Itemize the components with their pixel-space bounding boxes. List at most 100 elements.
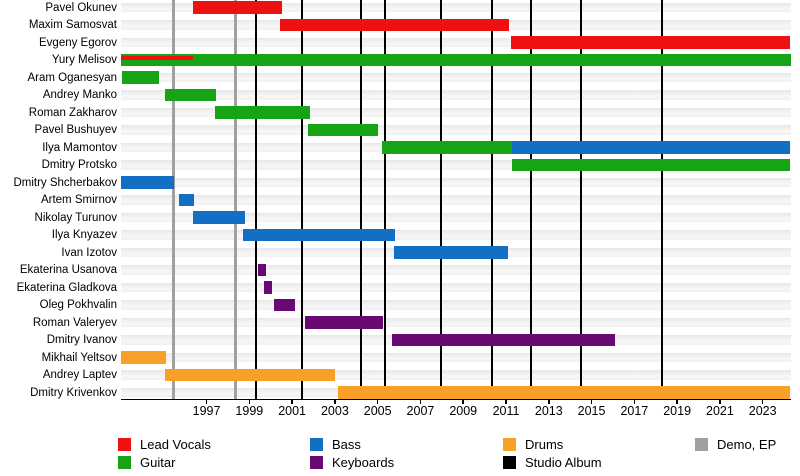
legend-label-demo_ep: Demo, EP (717, 436, 777, 452)
demo-ep-line (233, 0, 237, 399)
row-background-band (121, 370, 791, 380)
x-axis-year-label: 2011 (492, 404, 520, 419)
x-axis-tick (462, 400, 464, 405)
x-axis-tick (761, 400, 764, 405)
member-name-label: Andrey Laptev (42, 369, 117, 381)
studio-album-line (661, 0, 664, 399)
x-axis-year-label: 2023 (748, 404, 777, 419)
x-axis-tick (548, 400, 550, 405)
member-name-label: Ekaterina Gladkova (16, 281, 117, 294)
legend-swatch-studio_album (503, 455, 516, 469)
row-background-band (121, 230, 791, 240)
member-name-label: Mikhail Yeltsov (41, 351, 117, 364)
member-name-label: Dmitry Krivenkov (30, 386, 117, 399)
row-background-band (121, 107, 791, 118)
studio-album-line (529, 0, 532, 399)
row-background-band (121, 2, 791, 13)
row-background-band (121, 282, 791, 293)
tenure-bar-keyboards (257, 263, 267, 277)
x-axis-line (121, 398, 791, 401)
studio-album-line (579, 0, 582, 399)
member-name-label: Roman Zakharov (28, 106, 117, 119)
member-name-label: Artem Smirnov (40, 194, 117, 206)
row-background-band (121, 177, 791, 188)
x-axis-year-label: 1997 (192, 404, 221, 419)
row-background-band (121, 212, 791, 223)
legend-label-lead_vocals: Lead Vocals (140, 436, 211, 452)
x-axis-year-label: 2019 (663, 404, 692, 419)
studio-album-line (384, 0, 387, 399)
x-axis-tick (376, 400, 379, 405)
row-background-band (121, 317, 791, 328)
member-name-label: Dmitry Protsko (41, 159, 117, 171)
x-axis-year-label: 2005 (363, 404, 392, 419)
x-axis-tick (719, 400, 721, 405)
legend-swatch-bass (310, 437, 323, 451)
legend-swatch-drums (503, 437, 516, 451)
tenure-bar-lead_vocals (511, 36, 791, 49)
row-background-band (121, 72, 791, 83)
member-name-label: Maxim Samosvat (28, 19, 117, 31)
legend-swatch-demo_ep (695, 437, 708, 451)
tenure-bar-drums (121, 351, 166, 364)
studio-album-line (300, 0, 303, 399)
row-background-band (121, 300, 791, 310)
x-axis-year-label: 2021 (706, 404, 734, 419)
member-name-label: Aram Oganesyan (27, 71, 118, 84)
x-axis-tick (334, 400, 336, 405)
tenure-bar-drums (338, 386, 791, 399)
legend-swatch-lead_vocals (118, 437, 131, 451)
tenure-bar-keyboards (391, 333, 616, 347)
tenure-bar-bass (121, 176, 175, 189)
x-axis-year-label: 2009 (449, 404, 478, 419)
tenure-bar-bass (178, 193, 194, 207)
tenure-bar-keyboards (264, 281, 272, 294)
row-background-band (121, 160, 791, 170)
legend-swatch-keyboards (310, 455, 323, 469)
row-background-band (121, 265, 791, 275)
x-axis-tick (676, 400, 678, 405)
member-name-label: Evgeny Egorov (39, 36, 117, 49)
tenure-bar-keyboards (304, 316, 383, 329)
row-background-band (121, 125, 791, 135)
tenure-bar-lead_vocals (280, 18, 510, 32)
tenure-bar-bass (242, 228, 395, 242)
studio-album-line (491, 0, 494, 399)
x-axis-tick (419, 400, 422, 405)
member-name-label: Dmitry Shcherbakov (13, 176, 117, 189)
studio-album-line (439, 0, 442, 399)
member-name-label: Ilya Knyazev (51, 229, 117, 241)
legend-label-drums: Drums (525, 436, 564, 452)
x-axis-tick (590, 400, 593, 405)
legend-label-guitar: Guitar (140, 454, 176, 470)
x-axis-year-label: 2007 (406, 404, 435, 419)
member-name-label: Pavel Okunev (45, 1, 117, 14)
member-name-label: Nikolay Turunov (34, 211, 117, 224)
studio-album-line (254, 0, 257, 399)
tenure-bar-guitar (121, 53, 791, 67)
member-name-label: Ekaterina Usanova (19, 264, 117, 276)
x-axis-tick (248, 400, 251, 405)
tenure-bar-guitar (308, 123, 378, 137)
tenure-bar-guitar (122, 71, 160, 84)
tenure-bar-bass (393, 246, 509, 259)
tenure-bar-guitar (512, 158, 791, 172)
member-name-label: Oleg Pokhvalin (39, 299, 117, 311)
member-name-label: Ivan Izotov (61, 246, 117, 259)
lead-vocals-overlay-bar (121, 55, 193, 61)
x-axis-year-label: 2003 (320, 404, 349, 419)
x-axis-tick (205, 400, 208, 405)
tenure-bar-bass (512, 141, 791, 154)
tenure-bar-guitar (381, 141, 513, 154)
legend-label-bass: Bass (332, 436, 361, 452)
member-name-label: Andrey Manko (42, 89, 117, 101)
member-name-label: Pavel Bushuyev (34, 124, 117, 136)
legend-swatch-guitar (118, 455, 131, 469)
member-name-label: Dmitry Ivanov (46, 334, 117, 346)
member-name-label: Roman Valeryev (32, 316, 117, 329)
studio-album-line (359, 0, 362, 399)
x-axis-year-label: 1999 (235, 404, 264, 419)
tenure-bar-guitar (215, 106, 311, 119)
row-background-band (121, 352, 791, 363)
